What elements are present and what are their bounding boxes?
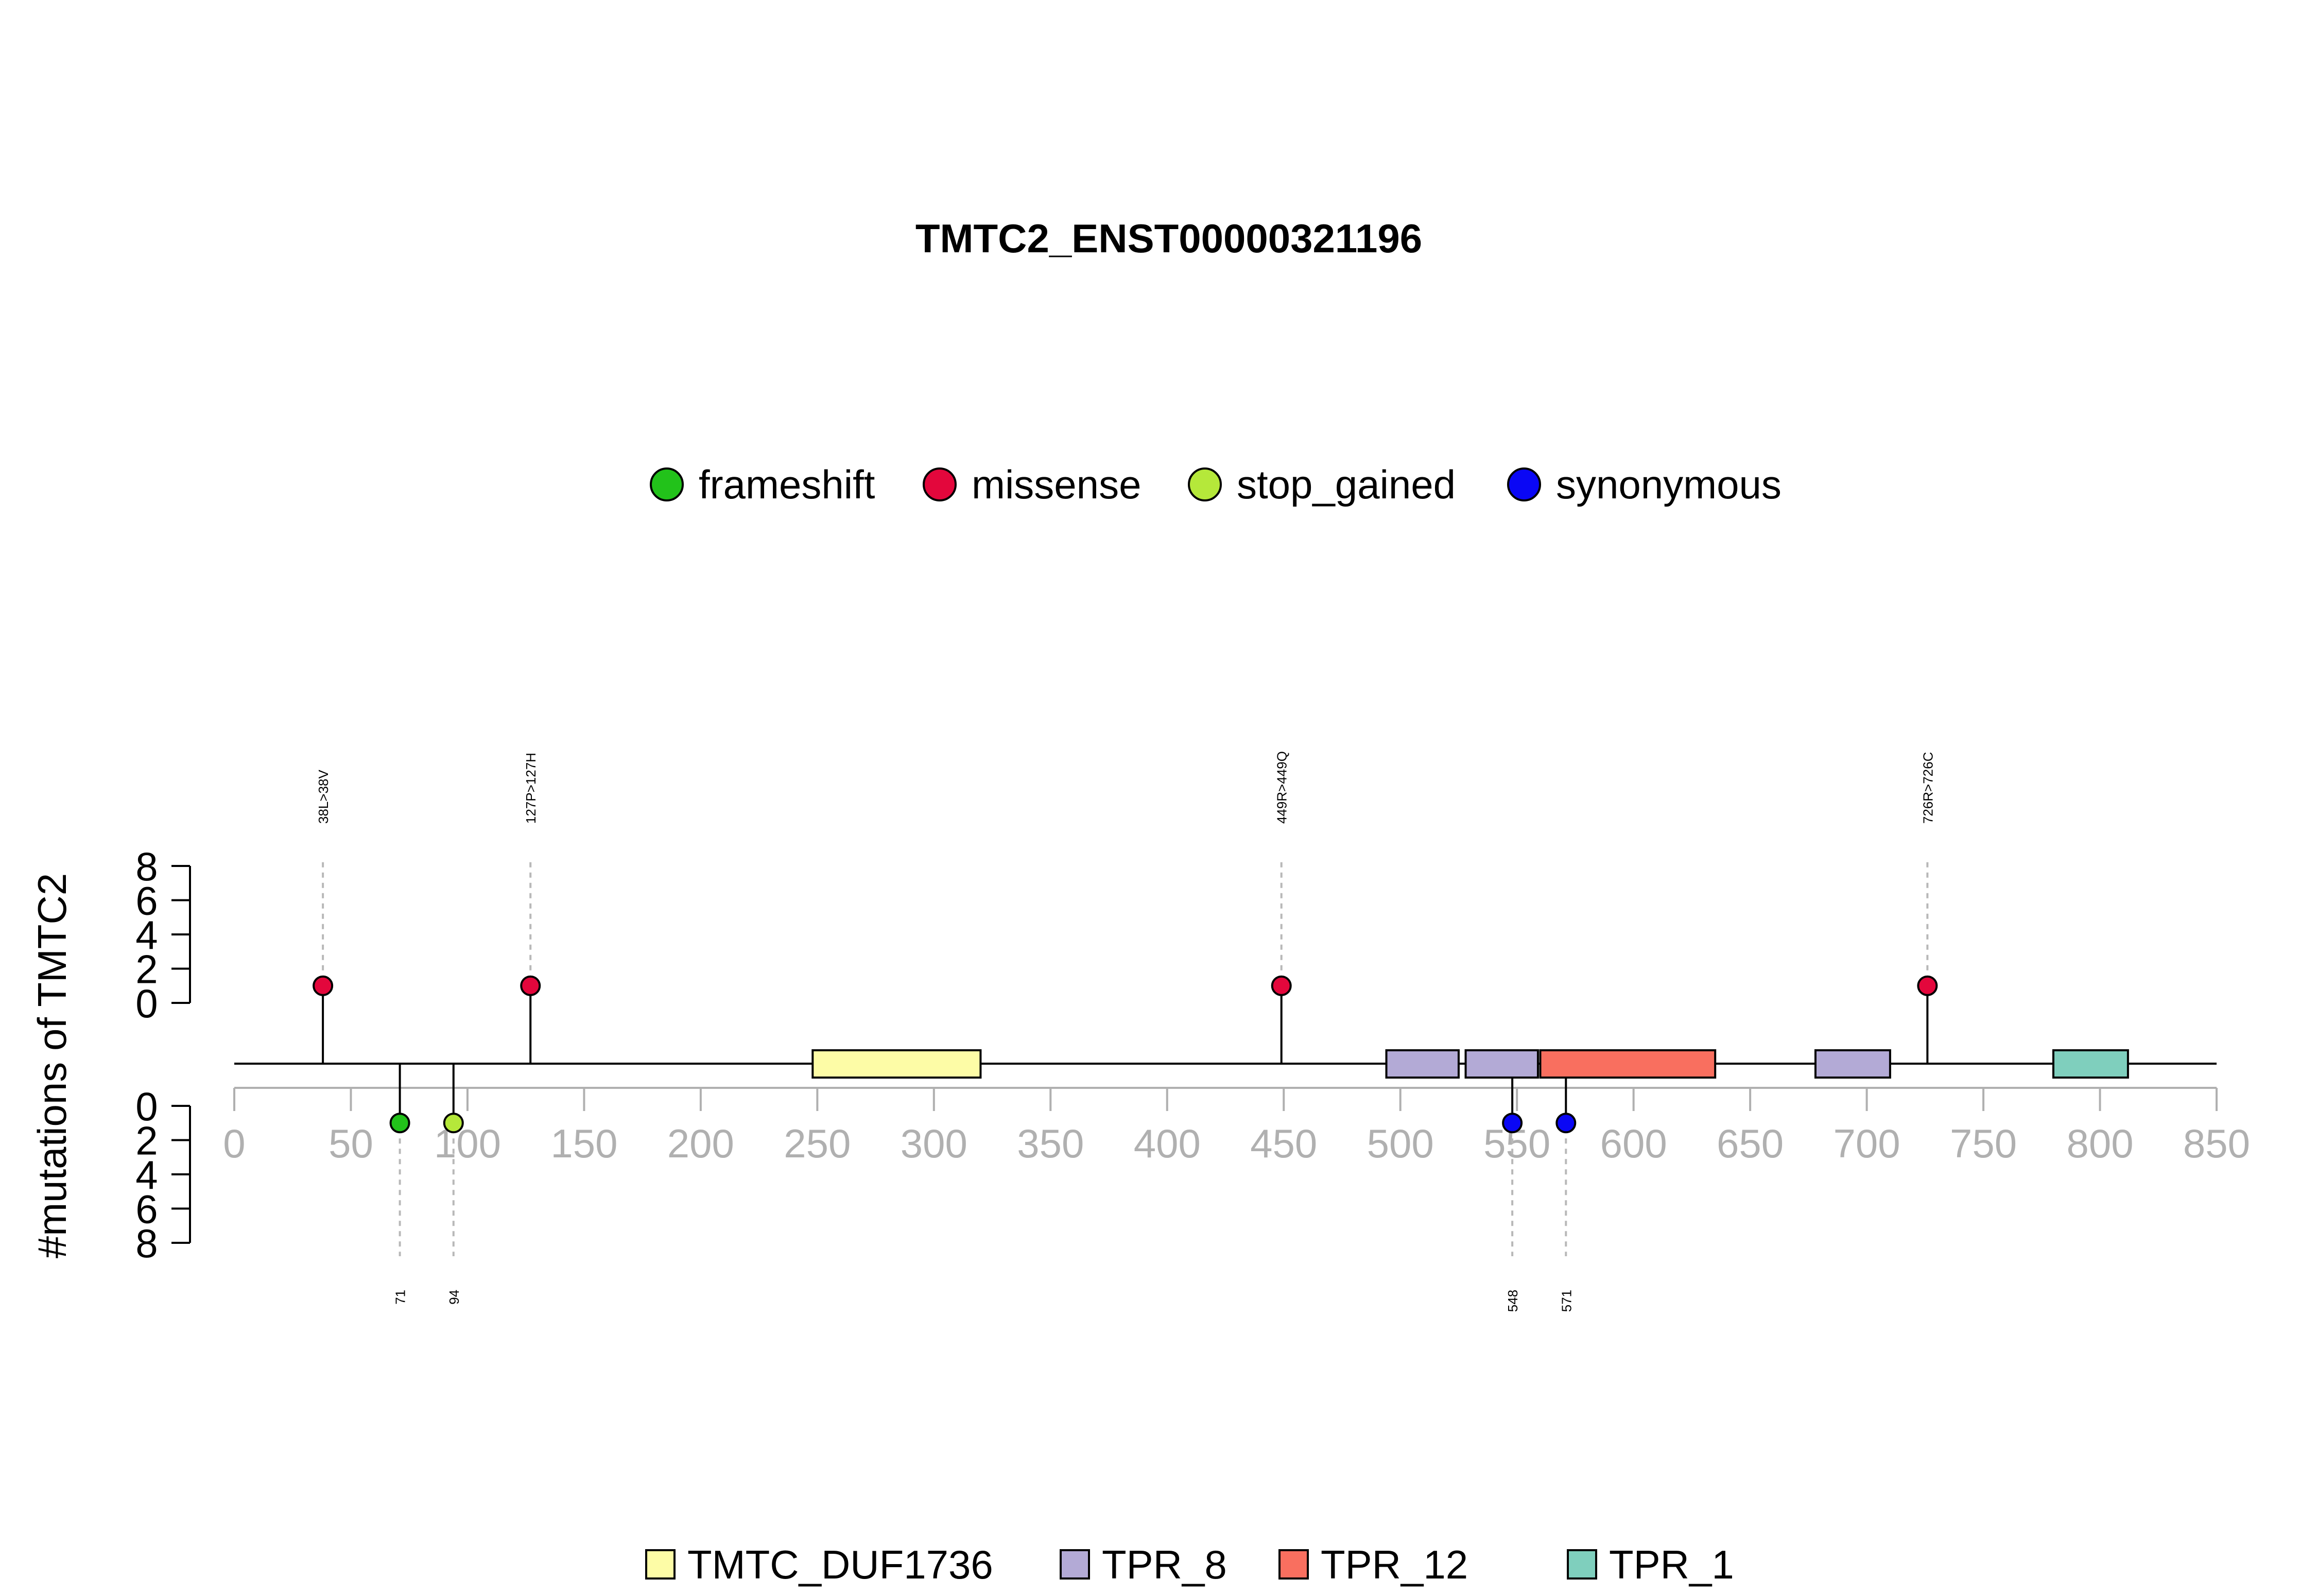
x-tick-label: 750	[1950, 1121, 2017, 1166]
legend-marker-stop_gained	[1188, 467, 1222, 501]
y-bottom-tick-label: 8	[135, 1221, 158, 1266]
x-tick-label: 100	[434, 1121, 501, 1166]
mutation-point-missense	[520, 975, 541, 996]
mutation-label: 38L>38V	[316, 770, 331, 824]
mutation-legend: frameshift missense stop_gained synonymous	[650, 462, 1782, 507]
y-bottom-tick-label: 0	[135, 1084, 158, 1129]
protein-domains	[811, 1049, 2129, 1079]
domain-legend-label-TPR_12: TPR_12	[1321, 1542, 1468, 1587]
mutation-points	[313, 975, 1938, 1134]
x-tick-label: 50	[328, 1121, 373, 1166]
y-bottom-tick-label: 6	[135, 1187, 158, 1232]
x-tick-label: 700	[1834, 1121, 1900, 1166]
x-tick-label: 800	[2066, 1121, 2133, 1166]
mutation-point-missense	[313, 975, 334, 996]
mutation-label: 71	[393, 1290, 408, 1305]
x-tick-label: 650	[1717, 1121, 1784, 1166]
x-tick-label: 400	[1134, 1121, 1201, 1166]
domain-legend-swatch-TPR_1	[1567, 1549, 1597, 1580]
domain-TMTC_DUF1736	[811, 1049, 982, 1079]
mutation-label: 127P>127H	[523, 753, 539, 824]
x-tick-label: 450	[1250, 1121, 1317, 1166]
x-tick-label: 150	[550, 1121, 617, 1166]
y-top-tick-label: 6	[135, 878, 158, 924]
mutation-label: 449R>449Q	[1274, 751, 1290, 824]
mutation-label: 726R>726C	[1920, 752, 1935, 824]
x-tick-label: 350	[1017, 1121, 1084, 1166]
legend-marker-missense	[923, 467, 957, 501]
mutation-labels: 38L>38V 127P>127H 449R>449Q 726R>726C 71 94 54…	[316, 751, 1935, 1312]
domain-legend-label-TPR_8: TPR_8	[1102, 1542, 1227, 1587]
legend-label-frameshift: frameshift	[699, 462, 875, 507]
mutation-label: 94	[446, 1290, 462, 1305]
mutation-point-synonymous	[1555, 1113, 1577, 1134]
mutation-point-missense	[1917, 975, 1938, 996]
mutation-label: 548	[1505, 1290, 1520, 1312]
domain-legend-label-TPR_1: TPR_1	[1609, 1542, 1734, 1587]
y-top-tick-label: 8	[135, 844, 158, 889]
domain-legend: TMTC_DUF1736 TPR_8 TPR_12 TPR_1	[645, 1542, 1734, 1587]
legend-marker-frameshift	[650, 467, 684, 501]
domain-legend-label-TMTC_DUF1736: TMTC_DUF1736	[687, 1542, 993, 1587]
domain-legend-swatch-TPR_12	[1278, 1549, 1309, 1580]
y-bottom-tick-label: 2	[135, 1118, 158, 1164]
x-tick-label: 250	[784, 1121, 851, 1166]
x-tick-label: 600	[1600, 1121, 1667, 1166]
x-tick-label: 200	[667, 1121, 734, 1166]
mutation-point-frameshift	[389, 1113, 410, 1134]
x-tick-label: 500	[1367, 1121, 1434, 1166]
domain-TPR_1	[2052, 1049, 2129, 1079]
chart-title: TMTC2_ENST00000321196	[915, 216, 1422, 261]
domain-TPR_8	[1464, 1049, 1539, 1079]
legend-marker-synonymous	[1507, 467, 1541, 501]
mutation-point-stop_gained	[443, 1113, 464, 1134]
y-top-tick-label: 2	[135, 947, 158, 992]
mutation-point-synonymous	[1502, 1113, 1523, 1134]
legend-label-synonymous: synonymous	[1556, 462, 1782, 507]
x-axis: 0 50 100 150 200 250 300 350 400 450 500 550 600 650 7…	[223, 1087, 2250, 1166]
y-top-tick-label: 0	[135, 981, 158, 1026]
legend-label-stop_gained: stop_gained	[1237, 462, 1456, 507]
y-bottom-tick-label: 4	[135, 1152, 158, 1198]
mutation-point-missense	[1271, 975, 1292, 996]
y-top-tick-label: 4	[135, 912, 158, 958]
domain-TPR_12	[1539, 1049, 1717, 1079]
x-tick-label: 850	[2183, 1121, 2250, 1166]
mutation-label: 571	[1559, 1290, 1574, 1312]
y-axis-label: #mutations of TMTC2	[29, 873, 75, 1259]
domain-TPR_8	[1385, 1049, 1460, 1079]
domain-legend-swatch-TPR_8	[1060, 1549, 1090, 1580]
domain-TPR_8	[1814, 1049, 1891, 1079]
x-tick-label: 300	[901, 1121, 967, 1166]
domain-legend-swatch-TMTC_DUF1736	[645, 1549, 676, 1580]
legend-label-missense: missense	[972, 462, 1141, 507]
x-tick-label: 0	[223, 1121, 245, 1166]
